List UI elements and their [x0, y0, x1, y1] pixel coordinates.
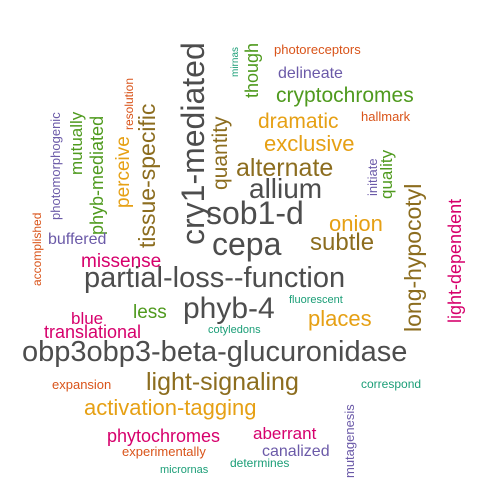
- word-cepa: cepa: [212, 226, 282, 263]
- word-obp3obp3-beta-glucuronidase: obp3obp3-beta-glucuronidase: [22, 335, 408, 368]
- word-fluorescent: fluorescent: [289, 294, 343, 307]
- word-missense: missense: [81, 250, 162, 272]
- word-resolution: resolution: [122, 77, 136, 130]
- word-mutually: mutually: [67, 111, 86, 175]
- word-partial-loss--function: partial-loss--function: [84, 261, 346, 294]
- word-initiate: initiate: [365, 158, 380, 196]
- word-less: less: [133, 301, 167, 323]
- word-cotyledons: cotyledons: [208, 324, 261, 337]
- word-experimentally: experimentally: [122, 444, 206, 460]
- word-activation-tagging: activation-tagging: [84, 395, 257, 421]
- word-dramatic: dramatic: [258, 110, 339, 134]
- word-though: though: [242, 42, 262, 98]
- word-mirnas: mirnas: [230, 46, 241, 77]
- word-quantity: quantity: [209, 116, 232, 190]
- word-canalized: canalized: [262, 442, 330, 460]
- word-light-signaling: light-signaling: [146, 367, 299, 396]
- word-places: places: [308, 306, 372, 332]
- word-photoreceptors: photoreceptors: [274, 42, 361, 58]
- word-phyb-mediated: phyb-mediated: [87, 115, 107, 235]
- word-exclusive: exclusive: [264, 131, 355, 157]
- word-perceive: perceive: [113, 136, 134, 208]
- word-micrornas: micrornas: [160, 464, 209, 477]
- word-determines: determines: [230, 456, 290, 471]
- word-allium: allium: [249, 172, 323, 204]
- word-correspond: correspond: [361, 377, 422, 392]
- word-expansion: expansion: [52, 377, 112, 393]
- word-photomorphogenic: photomorphogenic: [48, 112, 63, 220]
- word-buffered: buffered: [48, 230, 107, 248]
- word-hallmark: hallmark: [361, 109, 411, 125]
- word-cryptochromes: cryptochromes: [276, 84, 414, 108]
- word-delineate: delineate: [278, 64, 343, 82]
- word-quality: quality: [377, 149, 396, 199]
- word-subtle: subtle: [310, 229, 375, 257]
- word-onion: onion: [329, 211, 383, 237]
- word-tissue-specific: tissue-specific: [134, 103, 160, 248]
- word-blue: blue: [71, 308, 104, 328]
- word-aberrant: aberrant: [253, 423, 317, 443]
- word-alternate: alternate: [236, 153, 334, 182]
- word-phytochromes: phytochromes: [107, 425, 221, 446]
- word-mutagenesis: mutagenesis: [342, 404, 357, 478]
- word-translational: translational: [44, 321, 142, 342]
- word-long-hypocotyl: long-hypocotyl: [400, 183, 426, 332]
- word-phyb-4: phyb-4: [183, 292, 275, 325]
- word-sob1-d: sob1-d: [206, 195, 304, 232]
- word-cry1-mediated: cry1-mediated: [175, 42, 211, 245]
- word-light-dependent: light-dependent: [445, 198, 465, 323]
- word-accomplished: accomplished: [30, 212, 44, 286]
